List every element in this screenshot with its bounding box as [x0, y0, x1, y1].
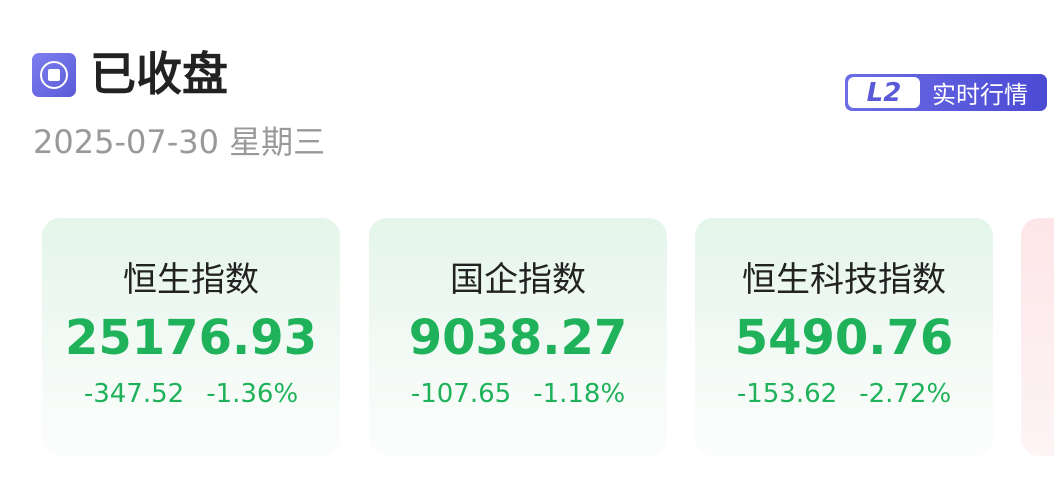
index-card-hscei[interactable]: 国企指数 9038.27 -107.65 -1.18%	[369, 218, 667, 456]
index-percent: -2.72%	[859, 379, 952, 409]
index-percent: -1.18%	[533, 379, 626, 409]
date-value: 2025-07-30	[33, 123, 219, 161]
trade-date: 2025-07-30 星期三	[33, 120, 325, 164]
l2-logo: L2	[848, 77, 920, 108]
index-change: -107.65	[410, 379, 512, 409]
index-percent: -1.36%	[206, 379, 299, 409]
index-name: 恒生指数	[123, 260, 259, 300]
market-status: 已收盘	[90, 47, 228, 101]
index-name: 恒生科技指数	[742, 260, 946, 300]
index-price: 25176.93	[64, 310, 318, 366]
l2-realtime-badge[interactable]: L2 实时行情	[845, 74, 1047, 111]
weekday: 星期三	[229, 123, 326, 161]
index-card-hsi[interactable]: 恒生指数 25176.93 -347.52 -1.36%	[42, 218, 340, 456]
index-name: 国企指数	[450, 260, 586, 300]
index-change: -347.52	[83, 379, 185, 409]
index-card-next[interactable]	[1021, 218, 1054, 456]
badge-label: 实时行情	[932, 81, 1028, 109]
index-price: 5490.76	[734, 310, 954, 366]
index-card-hstech[interactable]: 恒生科技指数 5490.76 -153.62 -2.72%	[695, 218, 993, 456]
market-closed-icon	[32, 53, 76, 97]
index-change: -153.62	[736, 379, 838, 409]
index-price: 9038.27	[408, 310, 628, 366]
